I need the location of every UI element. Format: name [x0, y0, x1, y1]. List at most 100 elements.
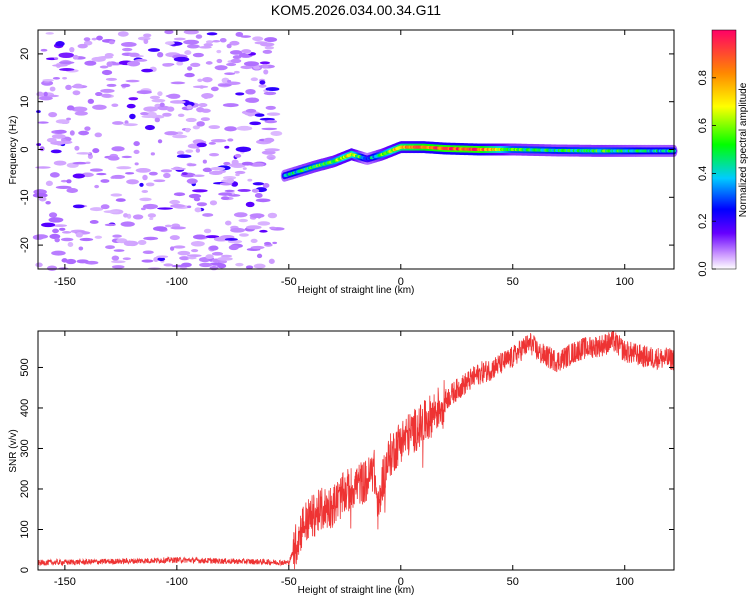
noise-speck — [213, 236, 229, 242]
noise-speck — [210, 138, 227, 143]
noise-speck — [125, 172, 135, 175]
noise-speck — [233, 212, 248, 218]
noise-speck — [145, 182, 155, 187]
noise-speck — [154, 117, 161, 123]
noise-speck — [262, 49, 273, 54]
noise-speck — [190, 241, 205, 247]
noise-speck — [237, 189, 251, 192]
noise-speck — [142, 174, 148, 181]
noise-speck — [192, 234, 207, 240]
noise-speck — [150, 152, 155, 156]
noise-speck — [163, 263, 174, 267]
noise-speck — [72, 204, 85, 209]
colorbar-tick-label: 0.4 — [697, 166, 709, 181]
colorbar-tick-label: 0.6 — [697, 118, 709, 133]
noise-speck — [235, 146, 252, 153]
noise-speck — [36, 91, 44, 97]
noise-speck — [120, 42, 137, 47]
noise-speck — [245, 97, 260, 103]
noise-speck — [218, 192, 233, 196]
noise-speck — [84, 126, 91, 131]
noise-speck — [100, 88, 115, 93]
noise-speck — [49, 233, 61, 240]
noise-speck — [59, 68, 75, 71]
noise-speck — [243, 61, 260, 67]
noise-speck — [235, 173, 240, 177]
noise-speck — [208, 141, 216, 145]
noise-speck — [101, 93, 112, 98]
noise-speck — [187, 163, 197, 167]
noise-speck — [72, 173, 85, 179]
noise-speck — [209, 200, 218, 206]
noise-speck — [162, 63, 173, 67]
noise-speck — [149, 217, 154, 221]
noise-speck — [76, 259, 89, 264]
noise-speck — [179, 256, 190, 261]
noise-speck — [89, 168, 103, 172]
snr-y-ticks: 0 100 200 300 400 500 — [19, 358, 674, 573]
noise-speck — [110, 193, 123, 197]
noise-speck — [187, 254, 202, 258]
noise-speck — [224, 145, 230, 149]
noise-speck — [173, 37, 186, 41]
noise-speck — [176, 61, 184, 66]
colorbar-frame — [711, 29, 737, 270]
noise-speck — [125, 79, 140, 83]
noise-speck — [220, 254, 233, 258]
noise-speck — [157, 51, 164, 58]
noise-speck — [206, 32, 218, 36]
noise-speck — [160, 169, 173, 173]
noise-speck — [92, 148, 100, 154]
noise-speck — [190, 62, 201, 67]
noise-speck — [250, 238, 258, 244]
noise-speck — [143, 106, 158, 112]
noise-speck — [245, 201, 255, 208]
noise-speck — [224, 220, 232, 226]
snr-y-label: SNR (v/v) — [8, 429, 19, 472]
noise-speck — [157, 139, 163, 144]
noise-speck — [187, 66, 193, 71]
noise-speck — [42, 79, 55, 82]
noise-speck — [208, 170, 223, 175]
noise-speck — [169, 246, 175, 251]
noise-speck — [210, 166, 226, 171]
snr-panel: -150 -100 -50 0 50 100 0 100 200 300 400 500 Heigh… — [8, 330, 675, 596]
noise-speck — [165, 94, 178, 98]
noise-speck — [49, 86, 56, 92]
noise-speck — [136, 90, 152, 95]
noise-speck — [211, 251, 224, 256]
noise-speck — [117, 31, 129, 37]
noise-speck — [40, 48, 48, 52]
noise-speck — [72, 54, 79, 60]
noise-speck — [261, 150, 276, 155]
noise-speck — [157, 105, 170, 111]
spectrogram-x-tick-label: -150 — [54, 276, 76, 288]
noise-speck — [149, 95, 161, 100]
noise-speck — [201, 93, 214, 99]
noise-speck — [101, 69, 113, 76]
noise-speck — [157, 257, 166, 262]
noise-speck — [185, 117, 197, 123]
noise-speck — [192, 125, 200, 130]
noise-speck — [79, 237, 94, 242]
noise-speck — [256, 253, 263, 259]
noise-speck — [107, 156, 120, 161]
noise-speck — [235, 31, 244, 37]
noise-speck — [265, 105, 276, 110]
noise-speck — [240, 65, 254, 70]
noise-speck — [170, 204, 185, 208]
snr-series-line — [37, 330, 675, 570]
noise-speck — [121, 47, 133, 52]
noise-speck — [226, 177, 235, 184]
noise-speck — [39, 146, 45, 152]
noise-speck — [52, 228, 59, 234]
noise-speck — [264, 37, 278, 43]
noise-speck — [132, 214, 144, 220]
noise-speck — [32, 192, 48, 198]
noise-speck — [58, 52, 75, 59]
noise-speck — [184, 127, 191, 133]
noise-speck — [123, 240, 135, 247]
noise-speck — [227, 138, 234, 142]
noise-speck — [259, 117, 275, 121]
noise-speck — [192, 189, 208, 193]
